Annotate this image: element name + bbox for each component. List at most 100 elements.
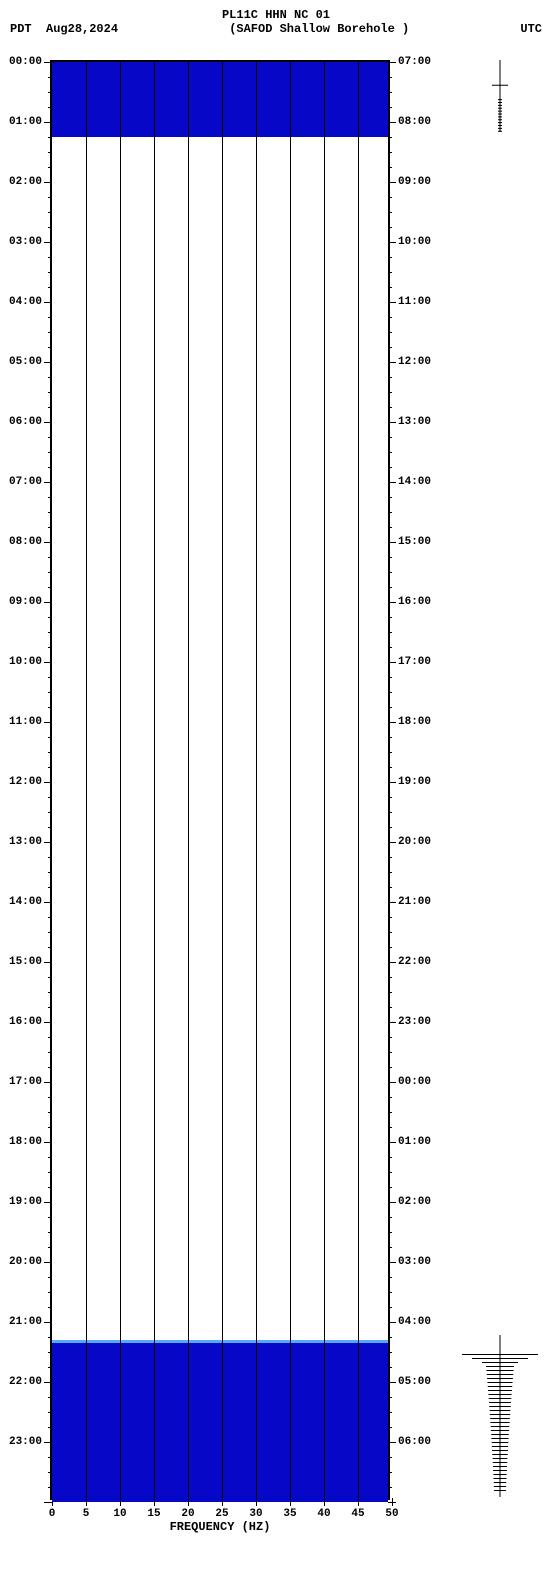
y-minor-tick-right	[388, 77, 392, 78]
y-tick-left	[44, 722, 52, 723]
y-minor-tick-right	[388, 257, 392, 258]
y-label-left: 16:00	[9, 1016, 42, 1028]
y-minor-tick-left	[48, 1187, 52, 1188]
y-label-right: 19:00	[398, 776, 431, 788]
y-tick-right	[388, 242, 396, 243]
y-minor-tick-right	[388, 572, 392, 573]
y-minor-tick-left	[48, 887, 52, 888]
y-minor-tick-right	[388, 797, 392, 798]
y-tick-left	[44, 1202, 52, 1203]
y-minor-tick-right	[388, 752, 392, 753]
y-minor-tick-right	[388, 977, 392, 978]
y-tick-right	[388, 302, 396, 303]
y-label-left: 20:00	[9, 1256, 42, 1268]
y-minor-tick-left	[48, 557, 52, 558]
y-label-right: 03:00	[398, 1256, 431, 1268]
y-minor-tick-left	[48, 1277, 52, 1278]
y-minor-tick-left	[48, 827, 52, 828]
y-minor-tick-left	[48, 347, 52, 348]
y-minor-tick-right	[388, 587, 392, 588]
y-minor-tick-right	[388, 272, 392, 273]
y-label-left: 05:00	[9, 356, 42, 368]
y-tick-right	[388, 1502, 396, 1503]
y-tick-right	[388, 1322, 396, 1323]
y-minor-tick-right	[388, 1067, 392, 1068]
y-label-left: 12:00	[9, 776, 42, 788]
y-minor-tick-left	[48, 152, 52, 153]
y-label-right: 17:00	[398, 656, 431, 668]
y-minor-tick-left	[48, 632, 52, 633]
station-label: (SAFOD Shallow Borehole )	[118, 22, 520, 36]
y-minor-tick-left	[48, 1037, 52, 1038]
y-minor-tick-right	[388, 377, 392, 378]
y-minor-tick-right	[388, 1352, 392, 1353]
x-tick-label: 35	[283, 1508, 296, 1520]
y-minor-tick-right	[388, 452, 392, 453]
y-minor-tick-left	[48, 587, 52, 588]
y-label-left: 02:00	[9, 176, 42, 188]
y-label-left: 10:00	[9, 656, 42, 668]
y-tick-right	[388, 542, 396, 543]
y-minor-tick-right	[388, 1247, 392, 1248]
y-minor-tick-left	[48, 1052, 52, 1053]
y-minor-tick-right	[388, 137, 392, 138]
y-tick-right	[388, 62, 396, 63]
y-minor-tick-right	[388, 1127, 392, 1128]
y-label-right: 18:00	[398, 716, 431, 728]
y-minor-tick-right	[388, 287, 392, 288]
y-tick-right	[388, 1442, 396, 1443]
y-minor-tick-left	[48, 1097, 52, 1098]
y-label-right: 21:00	[398, 896, 431, 908]
y-tick-left	[44, 62, 52, 63]
y-minor-tick-left	[48, 932, 52, 933]
y-minor-tick-left	[48, 992, 52, 993]
y-minor-tick-right	[388, 332, 392, 333]
y-tick-right	[388, 1022, 396, 1023]
y-minor-tick-right	[388, 467, 392, 468]
y-label-left: 21:00	[9, 1316, 42, 1328]
y-label-right: 22:00	[398, 956, 431, 968]
y-minor-tick-right	[388, 1472, 392, 1473]
y-minor-tick-right	[388, 992, 392, 993]
y-label-left: 17:00	[9, 1076, 42, 1088]
y-tick-right	[388, 1262, 396, 1263]
y-minor-tick-left	[48, 1007, 52, 1008]
spectrogram-plot: FREQUENCY (HZ) 0510152025303540455000:00…	[50, 60, 390, 1500]
y-minor-tick-left	[48, 512, 52, 513]
y-tick-right	[388, 842, 396, 843]
y-label-left: 18:00	[9, 1136, 42, 1148]
x-tick-label: 25	[215, 1508, 228, 1520]
y-minor-tick-left	[48, 377, 52, 378]
y-minor-tick-left	[48, 527, 52, 528]
x-tick-label: 10	[113, 1508, 126, 1520]
y-minor-tick-left	[48, 452, 52, 453]
y-minor-tick-right	[388, 1427, 392, 1428]
y-tick-left	[44, 902, 52, 903]
y-minor-tick-left	[48, 1217, 52, 1218]
y-tick-right	[388, 122, 396, 123]
y-label-right: 13:00	[398, 416, 431, 428]
y-minor-tick-right	[388, 1277, 392, 1278]
y-tick-left	[44, 182, 52, 183]
y-tick-right	[388, 602, 396, 603]
y-tick-left	[44, 122, 52, 123]
y-label-right: 09:00	[398, 176, 431, 188]
x-gridline	[222, 62, 223, 1498]
y-tick-right	[388, 782, 396, 783]
y-minor-tick-left	[48, 197, 52, 198]
y-label-right: 02:00	[398, 1196, 431, 1208]
y-minor-tick-left	[48, 647, 52, 648]
y-label-left: 09:00	[9, 596, 42, 608]
y-minor-tick-right	[388, 1337, 392, 1338]
y-minor-tick-left	[48, 257, 52, 258]
y-minor-tick-right	[388, 1172, 392, 1173]
y-minor-tick-left	[48, 572, 52, 573]
y-tick-right	[388, 1142, 396, 1143]
y-tick-left	[44, 302, 52, 303]
y-minor-tick-right	[388, 1112, 392, 1113]
y-label-right: 10:00	[398, 236, 431, 248]
x-gridline	[324, 62, 325, 1498]
y-minor-tick-left	[48, 692, 52, 693]
left-timezone-label: PDT Aug28,2024	[10, 22, 118, 36]
y-tick-left	[44, 482, 52, 483]
